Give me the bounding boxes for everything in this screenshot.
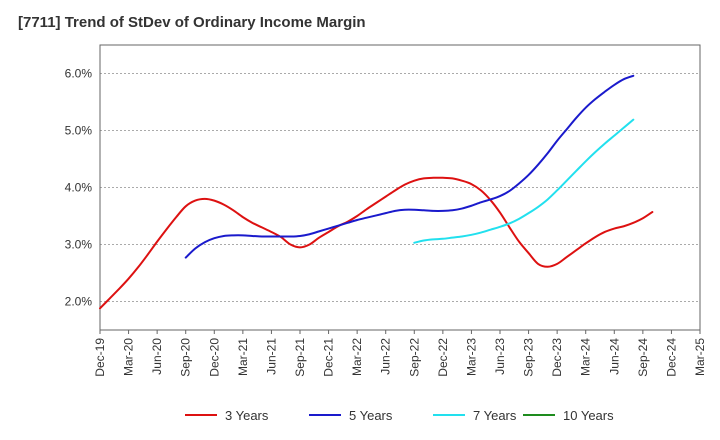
y-tick-label: 4.0%	[65, 181, 93, 195]
x-tick-label: Jun-20	[150, 338, 164, 375]
x-tick-label: Dec-21	[322, 338, 336, 377]
x-tick-label: Sep-22	[407, 338, 421, 377]
x-tick-label: Mar-25	[693, 338, 707, 376]
x-tick-label: Sep-20	[179, 338, 193, 377]
x-tick-label: Jun-21	[264, 338, 278, 375]
x-tick-label: Jun-22	[379, 338, 393, 375]
x-tick-label: Sep-24	[636, 338, 650, 377]
x-tick-label: Mar-21	[236, 338, 250, 376]
series-line-3-years	[99, 176, 654, 310]
y-tick-label: 2.0%	[65, 295, 93, 309]
legend-label-7-years: 7 Years	[473, 408, 517, 423]
series-line-7-years	[413, 118, 635, 244]
legend-label-10-years: 10 Years	[563, 408, 614, 423]
x-tick-label: Jun-23	[493, 338, 507, 375]
series-line-5-years	[184, 74, 635, 259]
x-tick-label: Dec-24	[664, 338, 678, 377]
x-tick-label: Jun-24	[607, 338, 621, 375]
x-tick-label: Mar-20	[122, 338, 136, 376]
legend-label-5-years: 5 Years	[349, 408, 393, 423]
x-tick-label: Sep-21	[293, 338, 307, 377]
x-tick-label: Sep-23	[522, 338, 536, 377]
chart-title: [7711] Trend of StDev of Ordinary Income…	[18, 14, 366, 31]
x-tick-label: Mar-24	[579, 338, 593, 376]
y-tick-label: 3.0%	[65, 238, 93, 252]
x-tick-label: Dec-23	[550, 338, 564, 377]
y-tick-label: 5.0%	[65, 124, 93, 138]
legend-label-3-years: 3 Years	[225, 408, 269, 423]
x-tick-label: Mar-23	[464, 338, 478, 376]
x-tick-label: Mar-22	[350, 338, 364, 376]
plot-frame	[99, 44, 701, 331]
y-tick-label: 6.0%	[65, 67, 93, 81]
x-tick-label: Dec-22	[436, 338, 450, 377]
x-tick-label: Dec-20	[207, 338, 221, 377]
x-tick-label: Dec-19	[93, 338, 107, 377]
